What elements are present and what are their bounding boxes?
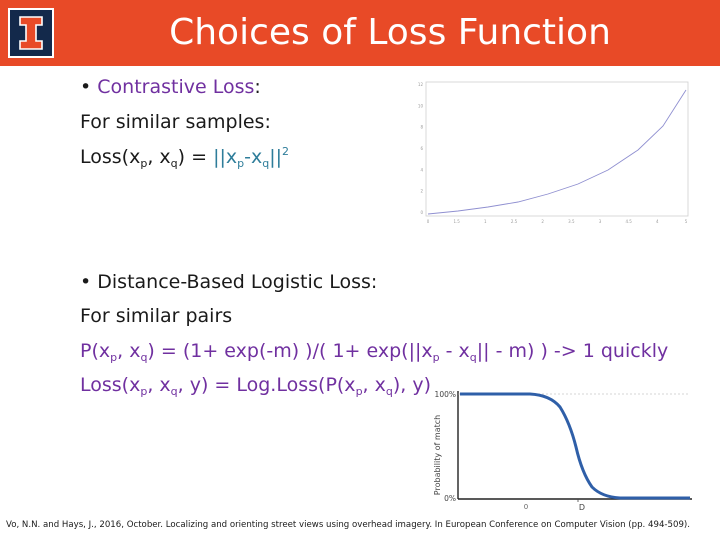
- p1-y-tick: 6: [420, 146, 423, 151]
- contrastive-loss-bullet: • Contrastive Loss:: [80, 76, 261, 98]
- contrastive-loss-heading: Contrastive Loss: [97, 76, 255, 98]
- logistic-loss-bullet: • Distance-Based Logistic Loss:: [80, 271, 378, 293]
- block-i-logo: [8, 8, 54, 58]
- contrastive-loss-curve: [427, 89, 687, 215]
- slide-title: Choices of Loss Function: [169, 12, 611, 53]
- p1-x-tick: 3: [599, 219, 602, 224]
- p1-x-tick: 1.5: [453, 219, 460, 224]
- p1-y-tick: 8: [420, 125, 423, 130]
- similar-pairs-line: For similar pairs: [80, 305, 233, 327]
- p1-x-tick: 2.5: [511, 219, 518, 224]
- p1-x-tick: 4.5: [625, 219, 632, 224]
- x-tick-zero: 0: [524, 503, 528, 511]
- p1-y-tick: 10: [418, 103, 423, 108]
- plot-ylabel: Probability of match: [433, 415, 442, 495]
- logistic-loss-heading: Distance-Based Logistic Loss: [97, 271, 371, 293]
- citation: Vo, N.N. and Hays, J., 2016, October. Lo…: [6, 520, 690, 530]
- p1-y-tick: 4: [420, 167, 423, 172]
- logloss-formula: Loss(xp, xq, y) = Log.Loss(P(xp, xq), y): [80, 374, 432, 398]
- p1-x-tick: 1: [484, 219, 487, 224]
- probability-formula: P(xp, xq) = (1+ exp(-m) )/( 1+ exp(||xp …: [80, 340, 669, 364]
- contrastive-formula: Loss(xp, xq) = ||xp-xq||2: [80, 145, 289, 170]
- y-tick-bottom: 0%: [444, 494, 456, 503]
- p1-x-tick: 2: [541, 219, 544, 224]
- logistic-probability-plot: Probability of match 100% 0% 0 D: [433, 390, 692, 512]
- p1-x-tick: 5: [685, 219, 688, 224]
- p1-x-tick: 4: [656, 219, 659, 224]
- probability-curve: [460, 392, 690, 500]
- p1-x-tick: 0: [427, 219, 430, 224]
- y-tick-top: 100%: [435, 390, 456, 399]
- x-axis-label-d: D: [579, 503, 585, 512]
- similar-samples-line: For similar samples:: [80, 111, 271, 133]
- p1-y-tick: 12: [418, 82, 423, 87]
- contrastive-loss-plot: 12 10 8 6 4 2 0 0 1.5 1 2.5 2 3.5 3 4.5 4 5: [418, 81, 689, 224]
- plot-frame: [425, 81, 689, 217]
- p1-x-tick: 3.5: [568, 219, 575, 224]
- slide-header: Choices of Loss Function: [0, 0, 720, 66]
- p1-y-tick: 2: [420, 189, 423, 194]
- p1-y-tick: 0: [420, 210, 423, 215]
